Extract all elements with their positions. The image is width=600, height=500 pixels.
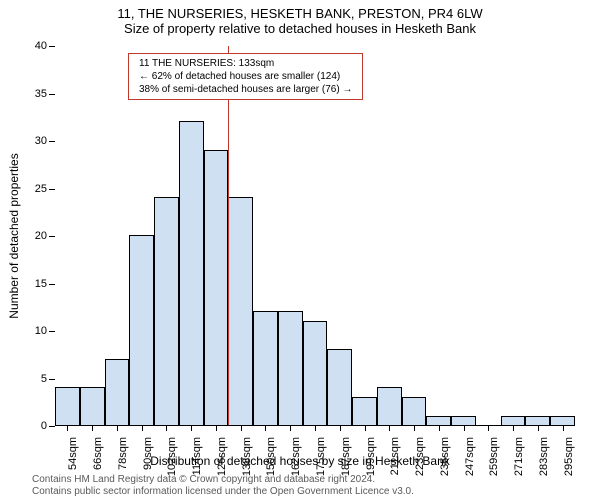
y-tick [49, 141, 55, 142]
x-tick [439, 425, 440, 431]
y-tick [49, 46, 55, 47]
histogram-bar [550, 416, 575, 426]
x-tick [166, 425, 167, 431]
chart-title-sub: Size of property relative to detached ho… [0, 21, 600, 36]
histogram-bar [501, 416, 526, 426]
x-tick [414, 425, 415, 431]
footer-line-1: Contains HM Land Registry data © Crown c… [32, 474, 414, 486]
x-tick [315, 425, 316, 431]
y-tick-label: 10 [35, 325, 47, 337]
histogram-bar [228, 197, 253, 425]
x-axis-label: Distribution of detached houses by size … [0, 454, 600, 468]
y-tick-label: 5 [41, 373, 47, 385]
x-tick [241, 425, 242, 431]
chart-container: 11, THE NURSERIES, HESKETH BANK, PRESTON… [0, 0, 600, 500]
x-tick [488, 425, 489, 431]
y-tick-label: 40 [35, 40, 47, 52]
footer-line-2: Contains public sector information licen… [32, 486, 414, 498]
x-tick [142, 425, 143, 431]
chart-title-main: 11, THE NURSERIES, HESKETH BANK, PRESTON… [0, 0, 600, 21]
x-tick [563, 425, 564, 431]
y-tick-label: 30 [35, 135, 47, 147]
footer-text: Contains HM Land Registry data © Crown c… [32, 474, 414, 498]
histogram-bar [525, 416, 550, 426]
x-tick [290, 425, 291, 431]
x-tick [216, 425, 217, 431]
annotation-box: 11 THE NURSERIES: 133sqm ← 62% of detach… [128, 53, 363, 100]
x-tick [538, 425, 539, 431]
reference-line [228, 46, 229, 425]
x-tick [365, 425, 366, 431]
histogram-bar [80, 387, 105, 425]
x-tick [340, 425, 341, 431]
y-tick-label: 0 [41, 420, 47, 432]
histogram-bar [55, 387, 80, 425]
x-tick [92, 425, 93, 431]
histogram-bar [253, 311, 278, 425]
y-tick-label: 15 [35, 278, 47, 290]
histogram-bar [105, 359, 130, 426]
histogram-bar [327, 349, 352, 425]
y-tick-label: 25 [35, 183, 47, 195]
histogram-bar [451, 416, 476, 426]
annotation-line-1: 11 THE NURSERIES: 133sqm [139, 57, 352, 70]
y-tick-label: 20 [35, 230, 47, 242]
x-tick [265, 425, 266, 431]
x-tick [389, 425, 390, 431]
histogram-bar [204, 150, 229, 426]
histogram-bar [352, 397, 377, 426]
histogram-bar [377, 387, 402, 425]
histogram-bar [129, 235, 154, 425]
histogram-bar [426, 416, 451, 426]
x-tick [513, 425, 514, 431]
plot: 051015202530354054sqm66sqm78sqm90sqm102s… [55, 46, 575, 426]
y-tick [49, 379, 55, 380]
histogram-bar [303, 321, 328, 426]
x-tick [191, 425, 192, 431]
annotation-line-3: 38% of semi-detached houses are larger (… [139, 83, 352, 96]
annotation-line-2: ← 62% of detached houses are smaller (12… [139, 70, 352, 83]
y-axis-label: Number of detached properties [7, 153, 21, 318]
y-tick [49, 331, 55, 332]
plot-area: 051015202530354054sqm66sqm78sqm90sqm102s… [55, 46, 575, 426]
y-tick [49, 236, 55, 237]
histogram-bar [154, 197, 179, 425]
x-tick [117, 425, 118, 431]
x-tick [464, 425, 465, 431]
histogram-bar [402, 397, 427, 426]
y-tick [49, 94, 55, 95]
histogram-bar [278, 311, 303, 425]
histogram-bar [179, 121, 204, 425]
y-tick [49, 426, 55, 427]
y-tick [49, 189, 55, 190]
y-tick-label: 35 [35, 88, 47, 100]
y-tick [49, 284, 55, 285]
x-tick [67, 425, 68, 431]
